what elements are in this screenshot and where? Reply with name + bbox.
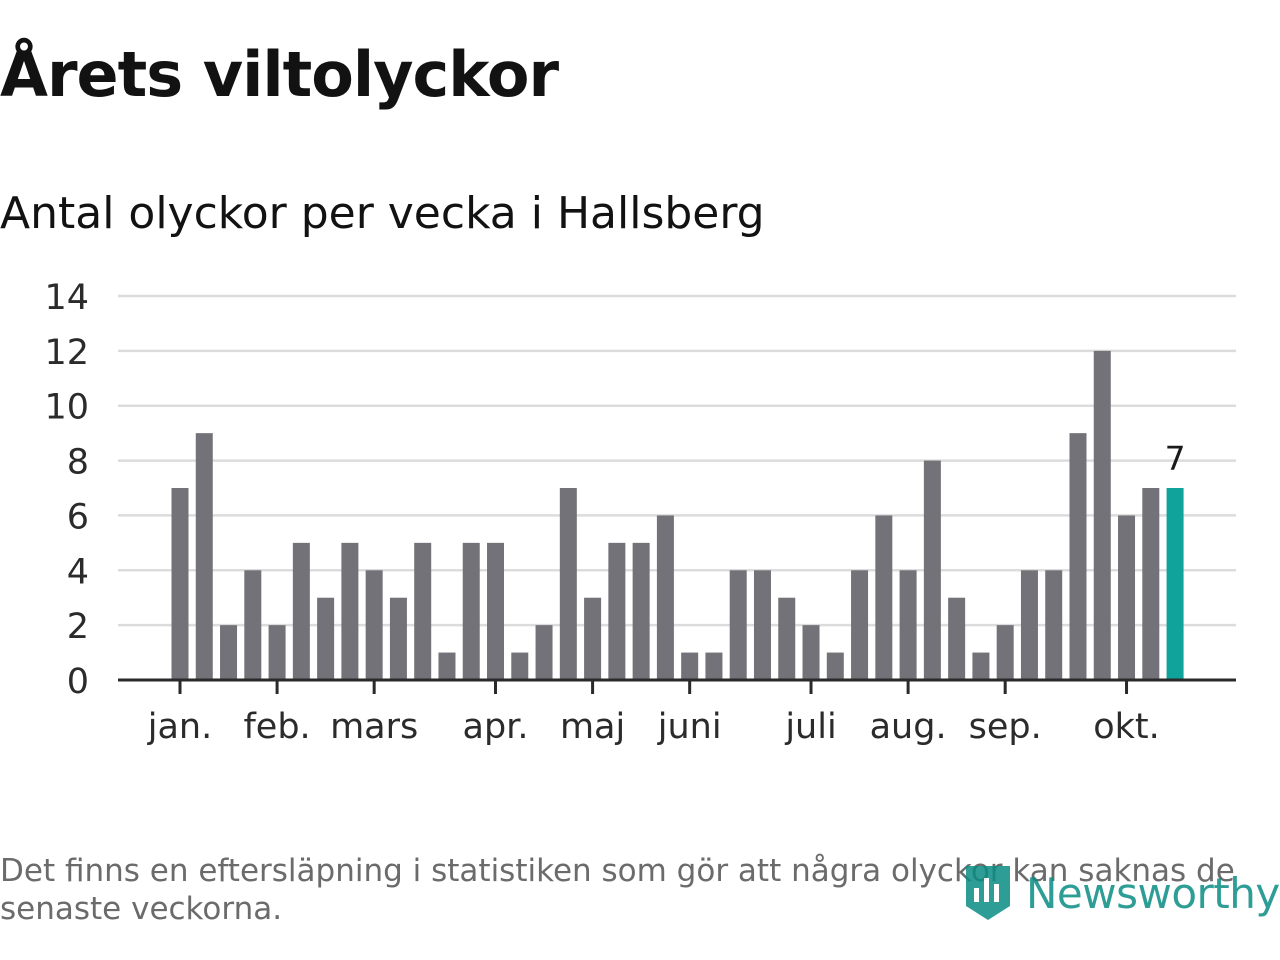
bar [244,570,262,680]
bar [996,625,1014,680]
bar [584,597,602,680]
newsworthy-logo-text: Newsworthy [1026,868,1280,918]
y-axis-labels: 0 2 4 6 8 10 12 14 [44,278,89,702]
bar [948,597,966,680]
bar [826,652,844,680]
bar [1069,433,1087,680]
bar [1118,515,1136,680]
newsworthy-logo: Newsworthy [962,860,1280,926]
bar [681,652,699,680]
bar [778,597,796,680]
x-tick-label: jan. [147,707,212,747]
bar [1142,488,1160,680]
bar [365,570,383,680]
x-tick-label: apr. [463,707,529,747]
bar [317,597,335,680]
footnote: Det finns en eftersläpning i statistiken… [0,853,1235,927]
bar [535,625,553,680]
bar [195,433,213,680]
bar [632,542,650,680]
y-tick-label: 8 [67,443,89,483]
bar [972,652,990,680]
y-tick-label: 4 [67,552,89,592]
x-tick-label: maj [560,707,625,747]
bar [705,652,723,680]
bar [923,460,941,680]
bar [1093,350,1111,680]
x-tick-label: feb. [243,707,310,747]
chart-title: Årets viltolyckor [0,38,559,111]
annotations: 7 [1165,439,1186,478]
bar [729,570,747,680]
bars [171,350,1184,680]
y-tick-label: 0 [67,662,89,702]
bar [389,597,407,680]
bar [559,488,577,680]
y-tick-label: 6 [67,497,89,537]
bar [292,542,310,680]
bar [802,625,820,680]
bar [462,542,480,680]
x-tick-label: juni [657,707,722,747]
chart-subtitle: Antal olyckor per vecka i Hallsberg [0,188,765,239]
y-tick-label: 10 [44,388,89,428]
x-tick-label: sep. [969,707,1042,747]
bar [875,515,893,680]
data-label-current-week: 7 [1165,439,1186,478]
bar [753,570,771,680]
x-tick-label: juli [784,707,836,747]
x-tick-label: aug. [870,707,947,747]
bar [608,542,626,680]
gridlines [118,294,1236,627]
bar [341,542,359,680]
bar [1020,570,1038,680]
y-tick-label: 12 [44,333,89,373]
bar [438,652,456,680]
bar [511,652,529,680]
x-tick-label: mars [330,707,418,747]
bar [414,542,432,680]
x-tick-label: okt. [1093,707,1160,747]
bar [220,625,238,680]
y-tick-label: 14 [44,278,89,318]
x-axis [118,678,1236,694]
bar [1045,570,1063,680]
bar [487,542,505,680]
bar-chart: 0 2 4 6 8 10 12 14 jan. feb. mars apr. maj juni juli a… [44,278,1236,747]
y-tick-label: 2 [67,607,89,647]
x-axis-labels: jan. feb. mars apr. maj juni juli aug. sep. okt. [147,707,1160,747]
newsworthy-logo-icon [966,866,1010,920]
bar [899,570,917,680]
bar [851,570,869,680]
bar [268,625,286,680]
bar [656,515,674,680]
bar [171,488,189,680]
bar-current-week [1166,488,1184,680]
